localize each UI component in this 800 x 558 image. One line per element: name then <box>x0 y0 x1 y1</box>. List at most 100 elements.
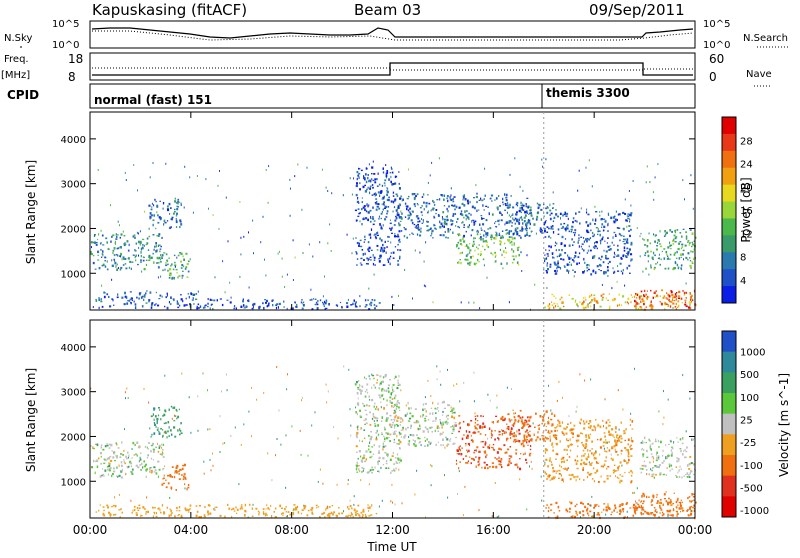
power-echo-cell <box>411 221 414 225</box>
power-echo-cell <box>653 198 655 201</box>
velocity-echo-cell <box>476 446 479 449</box>
velocity-echo-cell <box>462 514 464 517</box>
power-echo-cell <box>387 235 390 238</box>
velocity-echo-cell <box>491 421 494 423</box>
velocity-echo-cell <box>667 515 669 518</box>
velocity-echo-cell <box>571 443 573 446</box>
noise-search-trace <box>92 30 694 41</box>
velocity-echo-cell <box>480 415 482 417</box>
velocity-echo-cell <box>521 442 524 445</box>
power-echo-cell <box>510 215 512 218</box>
power-echo-cell <box>155 245 158 248</box>
velocity-echo-cell <box>267 452 269 455</box>
velocity-echo-cell <box>507 464 509 467</box>
velocity-echo-cell <box>367 510 370 512</box>
power-echo-cell <box>177 306 180 309</box>
power-echo-cell <box>388 178 390 181</box>
velocity-echo-cell <box>555 434 558 437</box>
velocity-echo-cell <box>615 470 618 472</box>
velocity-echo-cell <box>415 421 417 424</box>
velocity-echo-cell <box>362 402 364 405</box>
power-echo-cell <box>556 263 558 267</box>
power-echo-cell <box>640 290 643 293</box>
power-echo-cell <box>658 253 660 256</box>
velocity-echo-cell <box>396 453 399 456</box>
power-echo-cell <box>432 200 434 202</box>
power-echo-cell <box>322 302 325 306</box>
velocity-echo-cell <box>508 418 511 421</box>
noise-panel: N.Sky 10^5 10^0 10^5 10^0 N.Search <box>4 19 790 51</box>
power-colorbar-swatch <box>722 252 736 270</box>
velocity-echo-cell <box>292 508 295 510</box>
power-echo-cell <box>622 227 625 229</box>
power-echo-cell <box>149 291 152 294</box>
power-ylabel: Slant Range [km] <box>24 160 38 264</box>
power-echo-cell <box>470 213 472 216</box>
velocity-echo-cell <box>389 440 391 443</box>
velocity-echo-cell <box>407 443 410 446</box>
power-echo-cell <box>691 298 693 301</box>
power-echo-cell <box>177 254 180 257</box>
power-echo-cell <box>230 296 232 299</box>
velocity-echo-cell <box>497 437 499 439</box>
velocity-echo-cell <box>520 443 522 446</box>
velocity-echo-cell <box>368 470 371 473</box>
velocity-echo-cell <box>648 438 650 441</box>
velocity-echo-cell <box>605 426 608 430</box>
velocity-echo-cell <box>611 428 614 431</box>
velocity-echo-cell <box>381 389 383 392</box>
power-echo-cell <box>130 302 132 305</box>
power-colorbar-tick: 20 <box>740 183 753 194</box>
power-echo-cell <box>515 203 518 206</box>
power-echo-cell <box>501 214 503 216</box>
power-echo-cell <box>399 238 401 241</box>
velocity-echo-cell <box>668 497 670 500</box>
power-echo-cell <box>240 305 243 308</box>
velocity-echo-cell <box>455 424 457 427</box>
power-echo-cell <box>224 291 226 294</box>
velocity-echo-cell <box>585 435 587 438</box>
power-echo-cell <box>548 307 550 310</box>
power-echo-cell <box>644 244 647 246</box>
power-colorbar-swatch <box>722 117 736 135</box>
power-echo-cell <box>557 262 559 265</box>
power-echo-cell <box>177 198 179 201</box>
power-echo-cell <box>141 270 143 273</box>
velocity-echo-cell <box>578 511 581 514</box>
velocity-echo-cell <box>631 440 634 443</box>
velocity-echo-cell <box>646 473 648 476</box>
power-echo-cell <box>160 275 162 278</box>
power-echo-cell <box>180 223 183 226</box>
power-echo-cell <box>467 202 470 205</box>
velocity-echo-cell <box>620 449 623 452</box>
power-echo-cell <box>548 235 550 238</box>
power-echo-cell <box>692 207 694 210</box>
velocity-colorbar-tick: 25 <box>740 415 753 426</box>
power-echo-cell <box>511 222 513 224</box>
velocity-echo-cell <box>130 499 132 502</box>
velocity-echo-cell <box>209 512 212 515</box>
velocity-echo-cell <box>393 397 396 400</box>
velocity-echo-cell <box>472 432 474 434</box>
power-echo-cell <box>390 166 392 169</box>
power-echo-cell <box>423 208 425 211</box>
power-echo-cell <box>403 227 405 229</box>
freq-tick-8: 8 <box>68 70 76 84</box>
velocity-echo-cell <box>183 473 186 476</box>
power-echo-cell <box>619 239 621 242</box>
velocity-echo-cell <box>233 510 236 512</box>
power-echo-cell <box>509 203 511 207</box>
power-echo-cell <box>120 252 122 256</box>
velocity-echo-cell <box>146 456 149 459</box>
velocity-echo-cell <box>474 412 476 415</box>
power-echo-cell <box>588 238 591 241</box>
power-echo-cell <box>599 239 602 242</box>
power-echo-cell <box>355 252 358 255</box>
velocity-echo-cell <box>474 421 476 424</box>
velocity-echo-cell <box>127 397 129 399</box>
velocity-echo-cell <box>651 443 654 445</box>
power-echo-cell <box>601 238 604 241</box>
power-echo-cell <box>565 211 566 215</box>
power-echo-cell <box>369 209 372 212</box>
velocity-echo-cell <box>424 440 426 442</box>
